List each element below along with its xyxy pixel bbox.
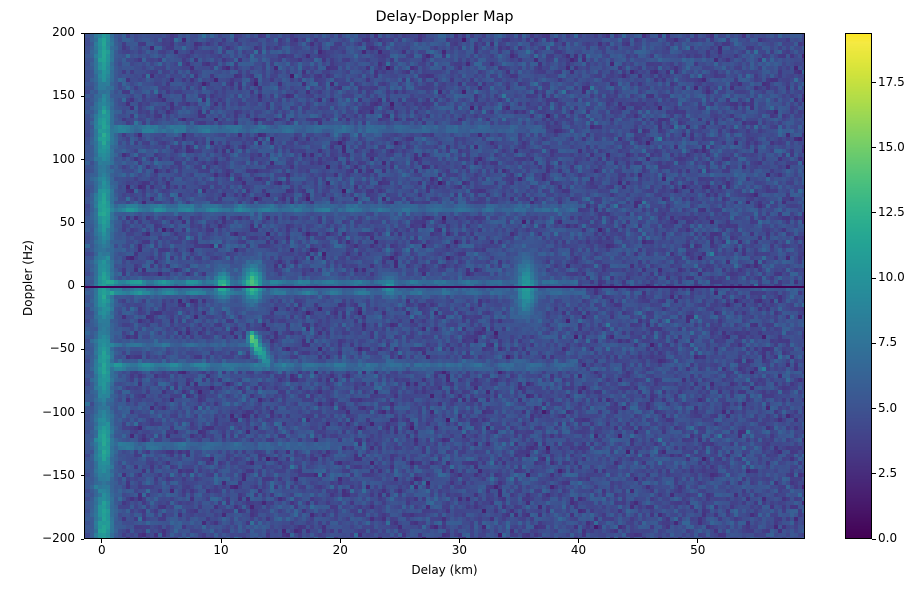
colorbar-tick-label: 0.0 xyxy=(878,531,898,545)
delay-doppler-plot-area[interactable] xyxy=(84,33,805,539)
colorbar-tick-label: 12.5 xyxy=(878,204,905,219)
x-tick-label: 40 xyxy=(570,543,587,557)
colorbar-tick-label: 7.5 xyxy=(878,335,898,350)
colorbar[interactable] xyxy=(845,33,872,539)
colorbar-tick-label: 10.0 xyxy=(878,270,905,285)
x-tick-label: 20 xyxy=(332,543,348,557)
colorbar-tick-mark xyxy=(872,408,876,410)
colorbar-tick-mark xyxy=(872,212,876,214)
y-tick-mark xyxy=(80,95,84,97)
y-tick-mark xyxy=(80,412,84,413)
colorbar-tick-mark xyxy=(872,277,876,279)
x-tick-mark xyxy=(101,539,103,543)
colorbar-tick-label: 15.0 xyxy=(878,139,905,154)
y-tick-label: −50 xyxy=(49,341,75,356)
y-tick-label: 0 xyxy=(67,278,75,292)
x-tick-mark xyxy=(697,539,699,543)
y-tick-mark xyxy=(80,32,84,34)
y-tick-label: 100 xyxy=(52,151,75,166)
x-tick-label: 30 xyxy=(451,543,468,557)
colorbar-tick-mark xyxy=(872,538,876,540)
colorbar-tick-mark xyxy=(872,473,876,475)
y-tick-label: 150 xyxy=(52,88,75,103)
y-tick-label: 50 xyxy=(59,214,75,229)
y-tick-label: 200 xyxy=(52,25,75,39)
x-tick-label: 10 xyxy=(213,543,229,557)
colorbar-gradient xyxy=(846,34,871,538)
colorbar-tick-label: 17.5 xyxy=(878,74,905,89)
colorbar-tick-mark xyxy=(872,342,876,344)
y-tick-mark xyxy=(80,348,84,350)
x-axis-label: Delay (km) xyxy=(411,563,478,577)
x-tick-label: 0 xyxy=(98,543,106,557)
y-tick-label: −150 xyxy=(42,467,75,482)
y-tick-label: −100 xyxy=(42,404,75,419)
delay-doppler-heatmap xyxy=(85,34,804,538)
colorbar-tick-label: 2.5 xyxy=(878,465,898,480)
y-tick-mark xyxy=(80,222,84,224)
y-tick-mark xyxy=(80,285,84,287)
x-tick-mark xyxy=(339,539,341,543)
y-tick-mark xyxy=(80,159,84,160)
x-tick-mark xyxy=(220,539,222,543)
x-tick-mark xyxy=(458,539,460,543)
colorbar-tick-mark xyxy=(872,82,876,84)
x-tick-label: 50 xyxy=(690,543,706,557)
y-axis-label: Doppler (Hz) xyxy=(21,240,35,316)
x-tick-mark xyxy=(578,539,580,543)
y-tick-mark xyxy=(80,538,84,540)
colorbar-tick-label: 5.0 xyxy=(878,400,898,415)
page-title: Delay-Doppler Map xyxy=(375,9,514,25)
colorbar-tick-mark xyxy=(872,147,876,149)
y-tick-label: −200 xyxy=(42,531,75,545)
y-tick-mark xyxy=(80,475,84,477)
